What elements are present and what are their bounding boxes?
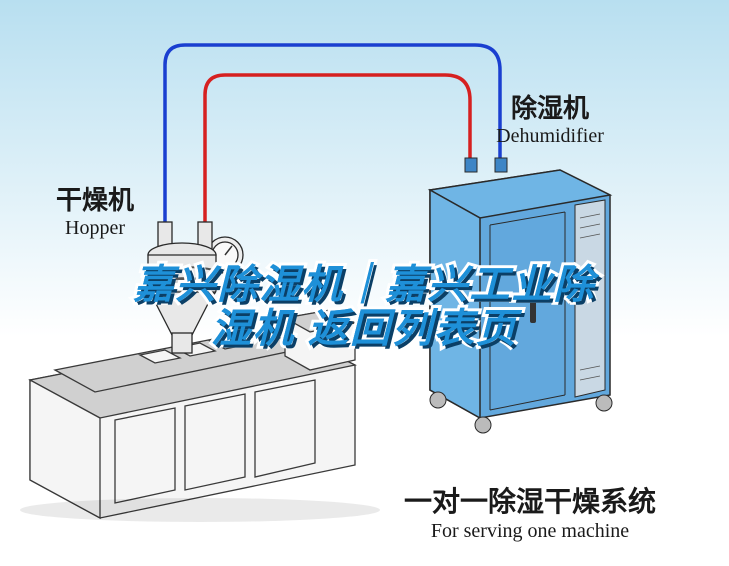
hopper-cn: 干燥机 <box>30 180 160 217</box>
dehumidifier-en: Dehumidifier <box>440 125 660 148</box>
dehumidifier-cn: 除湿机 <box>440 88 660 125</box>
dehumidifier-label: 除湿机 Dehumidifier <box>440 88 660 148</box>
system-label: 一对一除湿干燥系统 For serving one machine <box>340 480 720 543</box>
hopper-label: 干燥机 Hopper <box>30 180 160 240</box>
system-cn: 一对一除湿干燥系统 <box>340 480 720 520</box>
overlay-line2: 湿机 返回列表页 <box>211 307 518 351</box>
hopper-en: Hopper <box>30 217 160 240</box>
system-en: For serving one machine <box>340 520 720 543</box>
